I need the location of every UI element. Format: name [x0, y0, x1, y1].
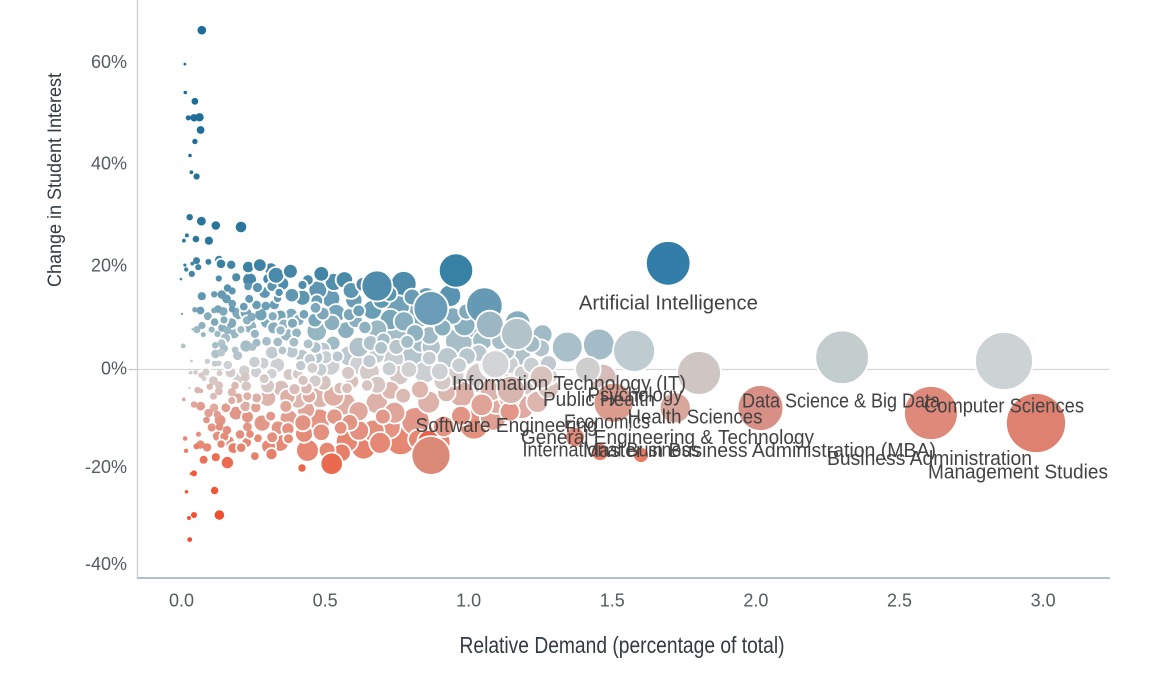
- svg-text:Information Technology (IT): Information Technology (IT): [452, 373, 686, 395]
- svg-text:1.5: 1.5: [600, 590, 625, 610]
- svg-text:Psychology: Psychology: [588, 384, 683, 406]
- svg-text:Software Engineering: Software Engineering: [416, 415, 598, 437]
- svg-text:Relative Demand (percentage of: Relative Demand (percentage of total): [460, 632, 785, 658]
- svg-text:Data Science & Big Data: Data Science & Big Data: [742, 390, 941, 412]
- svg-text:2.5: 2.5: [887, 590, 912, 610]
- svg-text:40%: 40%: [91, 153, 127, 173]
- svg-text:20%: 20%: [91, 255, 127, 275]
- svg-text:2.0: 2.0: [743, 590, 768, 610]
- svg-text:60%: 60%: [91, 52, 127, 72]
- svg-text:Computer Sciences: Computer Sciences: [924, 395, 1084, 417]
- svg-text:0.0: 0.0: [169, 590, 194, 610]
- svg-text:-20%: -20%: [85, 457, 127, 477]
- svg-text:-40%: -40%: [85, 554, 127, 574]
- svg-text:General Engineering & Technolo: General Engineering & Technology: [521, 427, 814, 449]
- svg-text:Economics: Economics: [564, 411, 650, 433]
- svg-text:International Business: International Business: [523, 439, 700, 461]
- svg-text:Artificial Intelligence: Artificial Intelligence: [579, 292, 758, 314]
- svg-text:Public Health: Public Health: [543, 389, 655, 411]
- svg-text:Management Studies: Management Studies: [928, 461, 1108, 483]
- svg-text:0.5: 0.5: [313, 590, 338, 610]
- svg-text:0%: 0%: [101, 358, 127, 378]
- svg-text:3.0: 3.0: [1031, 590, 1056, 610]
- svg-text:Change in Student Interest: Change in Student Interest: [45, 72, 66, 287]
- svg-text:Business Administration: Business Administration: [827, 448, 1032, 470]
- svg-text:Master in Business Administrat: Master in Business Administration (MBA): [583, 440, 936, 462]
- svg-text:1.0: 1.0: [456, 590, 481, 610]
- svg-text:Health Sciences: Health Sciences: [628, 406, 763, 428]
